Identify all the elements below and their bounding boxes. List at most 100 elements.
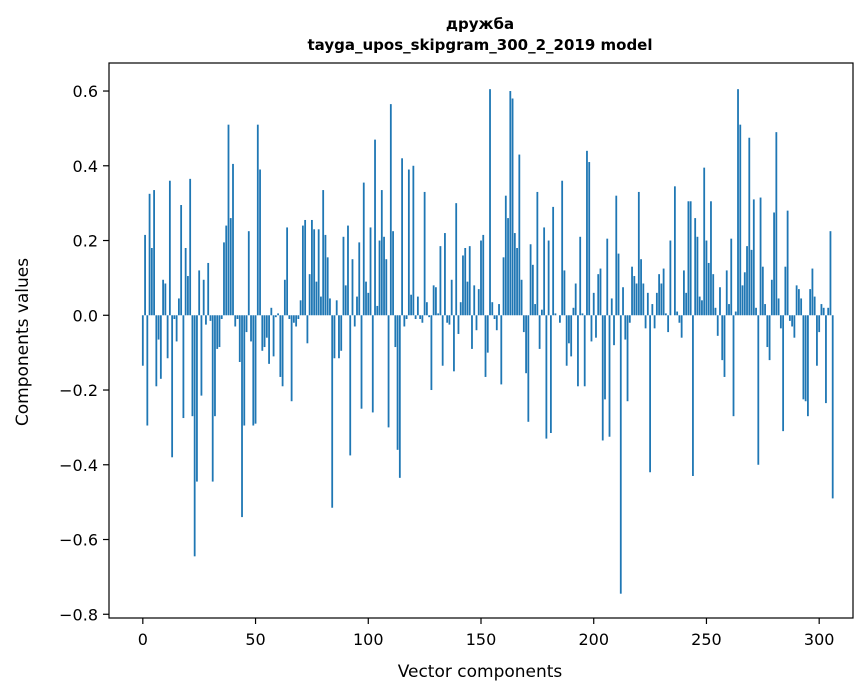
bar-146 — [471, 315, 473, 349]
bar-292 — [800, 298, 803, 316]
bar-185 — [559, 315, 561, 323]
bar-226 — [651, 304, 654, 316]
bar-209 — [613, 315, 615, 346]
bar-90 — [344, 285, 347, 316]
bar-195 — [581, 313, 584, 316]
bar-297 — [811, 268, 814, 316]
bar-197 — [586, 150, 588, 316]
bar-306 — [831, 315, 834, 499]
bar-225 — [649, 315, 651, 473]
bar-153 — [486, 315, 489, 353]
bar-83 — [329, 298, 331, 316]
bar-290 — [795, 285, 798, 316]
bar-201 — [595, 315, 597, 338]
bar-149 — [477, 289, 480, 316]
bar-202 — [597, 274, 600, 316]
x-tick-label-6: 300 — [804, 630, 835, 649]
y-axis: −0.8 −0.6 −0.4 −0.2 0.0 0.2 0.4 0.6 — [59, 82, 109, 624]
x-axis-label: Vector components — [398, 662, 563, 682]
bar-161 — [504, 195, 507, 316]
bar-5 — [153, 190, 155, 316]
bar-266 — [741, 285, 744, 316]
bar-210 — [615, 195, 618, 316]
bar-77 — [315, 281, 318, 316]
bar-245 — [694, 218, 697, 316]
bar-58 — [272, 315, 275, 357]
bar-129 — [432, 285, 435, 316]
bar-123 — [419, 315, 422, 320]
bar-127 — [428, 315, 431, 318]
bar-231 — [662, 268, 665, 316]
bar-274 — [759, 197, 762, 316]
bar-66 — [290, 315, 293, 402]
bar-20 — [187, 276, 189, 316]
bar-91 — [347, 225, 349, 316]
bar-131 — [437, 313, 440, 316]
bar-294 — [804, 315, 807, 402]
bar-3 — [148, 193, 151, 316]
bar-98 — [362, 182, 365, 316]
bar-8 — [159, 315, 162, 379]
bar-85 — [333, 315, 336, 359]
bar-180 — [547, 240, 550, 316]
bar-285 — [784, 266, 787, 316]
bar-183 — [554, 313, 557, 316]
bar-191 — [572, 307, 575, 316]
bar-204 — [601, 315, 604, 441]
bar-135 — [446, 315, 449, 323]
bar-14 — [173, 315, 176, 320]
bar-164 — [511, 98, 514, 316]
bar-219 — [635, 283, 638, 316]
bar-237 — [676, 311, 679, 316]
bar-102 — [371, 315, 374, 413]
bar-260 — [728, 304, 730, 316]
bar-87 — [338, 315, 340, 359]
bar-36 — [223, 242, 225, 316]
bar-74 — [308, 274, 311, 316]
bar-30 — [209, 315, 212, 321]
bar-176 — [538, 315, 541, 349]
bar-304 — [827, 307, 830, 316]
bar-243 — [689, 201, 692, 316]
bar-277 — [766, 315, 769, 348]
bar-31 — [211, 315, 214, 482]
bar-189 — [568, 315, 570, 344]
bar-182 — [552, 206, 555, 316]
bar-228 — [655, 292, 658, 316]
bar-198 — [588, 162, 591, 316]
bar-192 — [574, 283, 577, 316]
x-tick-label-4: 200 — [578, 630, 609, 649]
bar-99 — [365, 281, 367, 316]
bar-256 — [719, 287, 721, 316]
bar-254 — [714, 307, 717, 316]
bar-170 — [525, 315, 527, 374]
bar-187 — [563, 270, 566, 316]
bar-107 — [383, 236, 385, 316]
bar-62 — [281, 315, 284, 387]
bar-156 — [493, 315, 496, 320]
bar-143 — [464, 248, 467, 316]
bar-171 — [527, 315, 530, 422]
bar-215 — [626, 315, 629, 402]
bar-147 — [473, 285, 476, 316]
y-tick-label-2: −0.4 — [59, 456, 98, 475]
bar-69 — [297, 315, 300, 320]
bar-120 — [412, 165, 415, 316]
bar-305 — [829, 231, 832, 316]
bar-63 — [283, 279, 286, 316]
bar-121 — [414, 315, 417, 320]
bar-151 — [482, 234, 485, 316]
bar-128 — [430, 315, 433, 391]
bar-38 — [227, 124, 230, 316]
y-tick-label-5: 0.2 — [73, 232, 98, 251]
bar-227 — [653, 315, 656, 329]
bar-224 — [646, 292, 649, 316]
bar-239 — [680, 315, 683, 338]
bar-132 — [439, 246, 442, 316]
bar-78 — [317, 229, 320, 316]
bar-181 — [549, 315, 552, 433]
bar-75 — [311, 219, 313, 316]
bar-212 — [619, 315, 622, 594]
bar-275 — [761, 266, 764, 316]
